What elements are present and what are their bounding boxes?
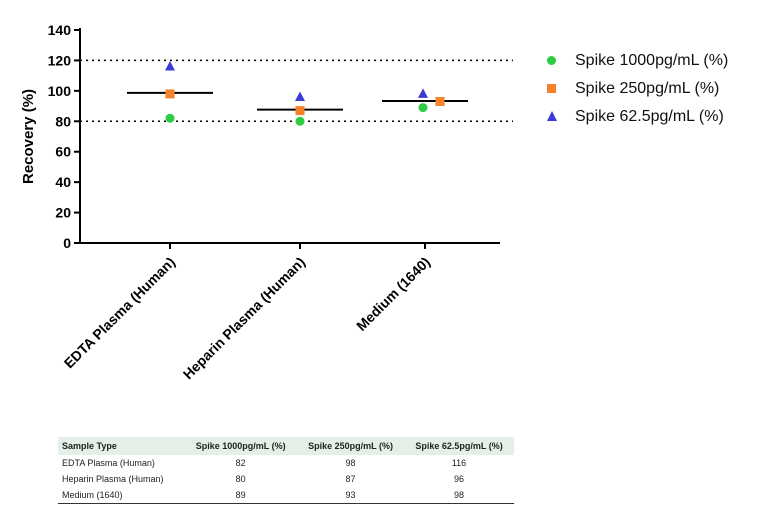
table-row: Heparin Plasma (Human) 80 87 96 [58,471,514,487]
data-point-square [165,89,175,99]
data-point-triangle [418,88,428,98]
y-tick-label: 140 [48,22,72,38]
data-point-circle [165,113,175,123]
recovery-chart: 0 20 40 60 80 100 120 140 EDTA Plasma (Human) Hep… [20,22,513,382]
y-tick-label: 0 [63,235,71,251]
table-cell: 93 [297,487,405,504]
table-header-spike-250: Spike 250pg/mL (%) [297,437,405,455]
table-header-sample-type: Sample Type [58,437,185,455]
table-cell: 87 [345,474,356,484]
data-point-circle [418,103,428,113]
data-points [165,61,445,126]
y-tick-label: 20 [55,205,71,221]
legend: Spike 1000pg/mL (%) Spike 250pg/mL (%) S… [545,47,728,131]
y-tick-label: 120 [48,52,72,68]
table-cell: 82 [235,458,246,468]
data-point-triangle [165,61,175,71]
orange-square-marker-icon [545,82,575,96]
table-row: EDTA Plasma (Human) 82 98 116 [58,455,514,471]
legend-label: Spike 62.5pg/mL (%) [575,108,724,125]
data-point-square [435,97,445,107]
table-header-row: Sample Type Spike 1000pg/mL (%) Spike 25… [58,437,514,455]
y-tick-label: 60 [55,144,71,160]
data-point-circle [295,116,305,126]
recovery-table: Sample Type Spike 1000pg/mL (%) Spike 25… [58,437,514,504]
x-tick-label: Heparin Plasma (Human) [180,254,308,382]
data-point-triangle [295,91,305,101]
green-circle-marker-icon [545,54,575,68]
table-cell: 96 [454,474,465,484]
legend-item-spike-1000: Spike 1000pg/mL (%) [545,47,728,75]
table-cell: Heparin Plasma (Human) [62,474,164,484]
chart-axes [74,28,500,249]
table-header-spike-62-5: Spike 62.5pg/mL (%) [404,437,514,455]
legend-label: Spike 250pg/mL (%) [575,80,720,97]
legend-label: Spike 1000pg/mL (%) [575,52,729,69]
y-axis-label: Recovery (%) [20,89,37,184]
x-tick-label: EDTA Plasma (Human) [61,254,178,371]
legend-item-spike-250: Spike 250pg/mL (%) [545,75,728,103]
table-cell: 80 [235,474,246,484]
y-tick-label: 80 [55,113,71,129]
table-cell: 116 [451,458,467,468]
x-tick-label: Medium (1640) [353,254,433,334]
data-point-square [295,106,305,116]
table-header-spike-1000: Spike 1000pg/mL (%) [184,437,298,455]
table-cell: 98 [404,487,514,504]
table-cell: 89 [184,487,298,504]
y-tick-label: 100 [48,83,72,99]
y-tick-label: 40 [55,174,71,190]
axis-labels: 0 20 40 60 80 100 120 140 EDTA Plasma (Human) Hep… [20,22,433,382]
legend-item-spike-62-5: Spike 62.5pg/mL (%) [545,103,728,131]
table-row: Medium (1640) 89 93 98 [58,487,514,504]
table-cell: EDTA Plasma (Human) [62,458,155,468]
blue-triangle-marker-icon [545,110,575,124]
table-cell: 98 [345,458,356,468]
table-cell: Medium (1640) [58,487,185,504]
